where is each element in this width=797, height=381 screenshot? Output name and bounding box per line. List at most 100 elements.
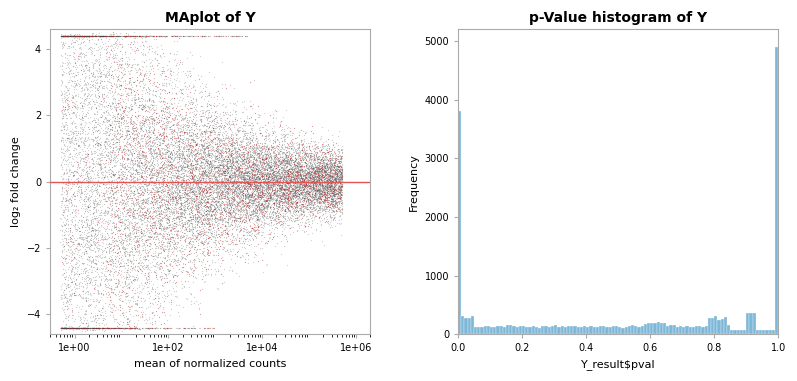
Point bbox=[281, 131, 293, 137]
Point bbox=[244, 186, 257, 192]
Point bbox=[175, 136, 187, 142]
Point bbox=[158, 298, 171, 304]
Point bbox=[250, 165, 263, 171]
Point bbox=[120, 171, 133, 178]
Point bbox=[167, 187, 180, 193]
Point bbox=[171, 181, 183, 187]
Point bbox=[165, 207, 178, 213]
Point bbox=[161, 168, 174, 174]
Point bbox=[242, 115, 255, 121]
Point bbox=[262, 198, 275, 204]
Point bbox=[294, 190, 307, 197]
Point bbox=[239, 179, 252, 186]
Point bbox=[279, 173, 292, 179]
Point bbox=[266, 214, 279, 220]
Point bbox=[183, 142, 196, 148]
Point bbox=[227, 232, 240, 239]
Point bbox=[228, 155, 241, 161]
Point bbox=[265, 188, 278, 194]
Point bbox=[211, 198, 224, 204]
Point bbox=[211, 199, 224, 205]
Point bbox=[100, 124, 112, 130]
Point bbox=[111, 127, 124, 133]
Point bbox=[125, 325, 138, 331]
Point bbox=[248, 183, 261, 189]
Point bbox=[270, 172, 283, 178]
Point bbox=[63, 33, 76, 39]
Point bbox=[89, 227, 102, 233]
Point bbox=[330, 176, 343, 182]
Point bbox=[213, 171, 226, 177]
Point bbox=[69, 81, 82, 87]
Point bbox=[249, 176, 262, 182]
Point bbox=[250, 243, 263, 249]
Point bbox=[147, 147, 160, 153]
Point bbox=[248, 213, 261, 219]
Point bbox=[140, 173, 153, 179]
Point bbox=[143, 113, 156, 119]
Point bbox=[167, 215, 179, 221]
Point bbox=[260, 151, 273, 157]
Point bbox=[105, 325, 118, 331]
Point bbox=[305, 188, 318, 194]
Point bbox=[316, 158, 329, 165]
Point bbox=[77, 66, 89, 72]
Point bbox=[238, 195, 251, 201]
Point bbox=[163, 235, 176, 242]
Point bbox=[227, 121, 240, 127]
Point bbox=[88, 232, 100, 239]
Point bbox=[284, 194, 296, 200]
Point bbox=[132, 224, 145, 230]
Point bbox=[61, 33, 73, 39]
Point bbox=[202, 271, 214, 277]
Point bbox=[254, 207, 267, 213]
Point bbox=[300, 170, 313, 176]
Point bbox=[77, 325, 89, 331]
Point bbox=[214, 162, 226, 168]
Point bbox=[58, 94, 71, 101]
Point bbox=[216, 190, 229, 197]
Point bbox=[142, 325, 155, 331]
Point bbox=[128, 127, 141, 133]
Point bbox=[315, 164, 328, 170]
Point bbox=[110, 242, 123, 248]
Point bbox=[148, 126, 161, 132]
Point bbox=[161, 134, 174, 141]
Point bbox=[127, 178, 139, 184]
Point bbox=[204, 167, 217, 173]
Point bbox=[148, 220, 161, 226]
Point bbox=[145, 110, 158, 117]
Point bbox=[100, 325, 113, 331]
Point bbox=[60, 285, 73, 291]
Point bbox=[256, 172, 269, 178]
Point bbox=[202, 142, 214, 148]
Point bbox=[206, 177, 218, 183]
Point bbox=[73, 235, 86, 241]
Point bbox=[204, 325, 217, 331]
Point bbox=[283, 157, 296, 163]
Point bbox=[77, 67, 90, 73]
Point bbox=[238, 173, 250, 179]
Point bbox=[120, 134, 133, 140]
Point bbox=[198, 170, 211, 176]
Point bbox=[230, 164, 242, 170]
Point bbox=[154, 139, 167, 145]
Point bbox=[180, 135, 193, 141]
Point bbox=[61, 266, 74, 272]
Point bbox=[238, 130, 251, 136]
Point bbox=[265, 179, 278, 186]
Point bbox=[309, 183, 322, 189]
Point bbox=[175, 210, 188, 216]
Point bbox=[326, 174, 339, 180]
Point bbox=[218, 170, 231, 176]
Point bbox=[192, 161, 205, 167]
Point bbox=[248, 181, 261, 187]
Point bbox=[201, 101, 214, 107]
Point bbox=[292, 192, 305, 199]
Point bbox=[164, 182, 177, 189]
Point bbox=[193, 176, 206, 182]
Point bbox=[186, 137, 199, 143]
Point bbox=[275, 199, 288, 205]
Point bbox=[109, 52, 122, 58]
Point bbox=[147, 282, 159, 288]
